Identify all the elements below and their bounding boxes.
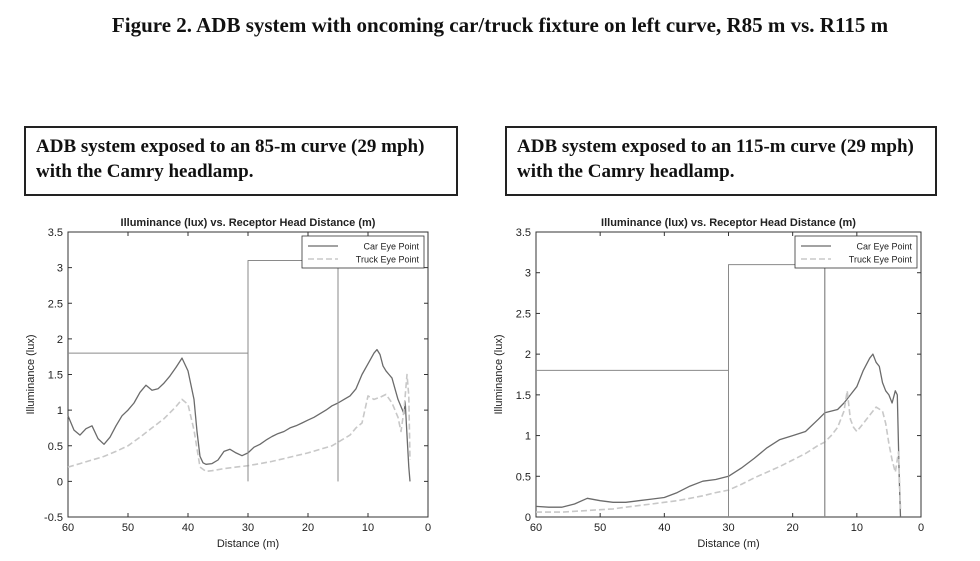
y-tick-label: -0.5 [44,512,63,524]
y-tick-label: 0.5 [516,471,531,483]
x-tick-label: 0 [425,522,431,534]
y-tick-label: 3.5 [48,227,63,239]
y-tick-label: 3.5 [516,227,531,239]
fixture-outline [68,260,339,482]
x-tick-label: 60 [62,522,74,534]
x-tick-label: 30 [242,522,254,534]
y-axis-label: Illuminance (lux) [493,334,505,414]
chart-title: Illuminance (lux) vs. Receptor Head Dist… [121,217,376,229]
y-tick-label: 0 [57,476,63,488]
x-tick-label: 50 [122,522,134,534]
y-tick-label: 3 [57,263,63,275]
y-tick-label: 1.5 [516,390,531,402]
fixture-outline [536,264,826,517]
y-tick-label: 2 [57,334,63,346]
series-car-eye-point [535,353,902,518]
series-truck-eye-point [536,390,902,513]
y-tick-label: 2.5 [516,308,531,320]
y-tick-label: 1.5 [48,370,63,382]
x-axis-label: Distance (m) [217,538,279,550]
legend-box [794,235,918,269]
chart-left: Illuminance (lux) vs. Receptor Head Dist… [25,217,431,550]
chart-title: Illuminance (lux) vs. Receptor Head Dist… [601,217,856,229]
x-tick-label: 10 [362,522,374,534]
series-car-eye-point [67,348,411,482]
y-tick-label: 0.5 [48,441,63,453]
y-tick-label: 0 [525,512,531,524]
x-tick-label: 10 [851,522,863,534]
x-tick-label: 0 [918,522,924,534]
legend-box [301,235,425,269]
caption-left: ADB system exposed to an 85-m curve (29 … [24,126,458,196]
x-tick-label: 20 [302,522,314,534]
legend-label-truck: Truck Eye Point [356,255,420,265]
y-tick-label: 3 [525,268,531,280]
chart-right: Illuminance (lux) vs. Receptor Head Dist… [493,217,924,550]
x-tick-label: 20 [787,522,799,534]
legend-label-truck: Truck Eye Point [849,255,913,265]
y-tick-label: 1 [525,431,531,443]
figure-title: Figure 2. ADB system with oncoming car/t… [111,13,889,37]
series-truck-eye-point [67,373,411,473]
y-axis-label: Illuminance (lux) [25,334,37,414]
y-tick-label: 2.5 [48,298,63,310]
y-tick-label: 1 [57,405,63,417]
x-tick-label: 30 [722,522,734,534]
x-tick-label: 40 [658,522,670,534]
caption-right: ADB system exposed to an 115-m curve (29… [505,126,937,196]
x-axis-label: Distance (m) [697,538,759,550]
y-tick-label: 2 [525,349,531,361]
legend-label-car: Car Eye Point [363,242,419,252]
legend-label-car: Car Eye Point [856,242,912,252]
x-tick-label: 60 [530,522,542,534]
x-tick-label: 40 [182,522,194,534]
x-tick-label: 50 [594,522,606,534]
